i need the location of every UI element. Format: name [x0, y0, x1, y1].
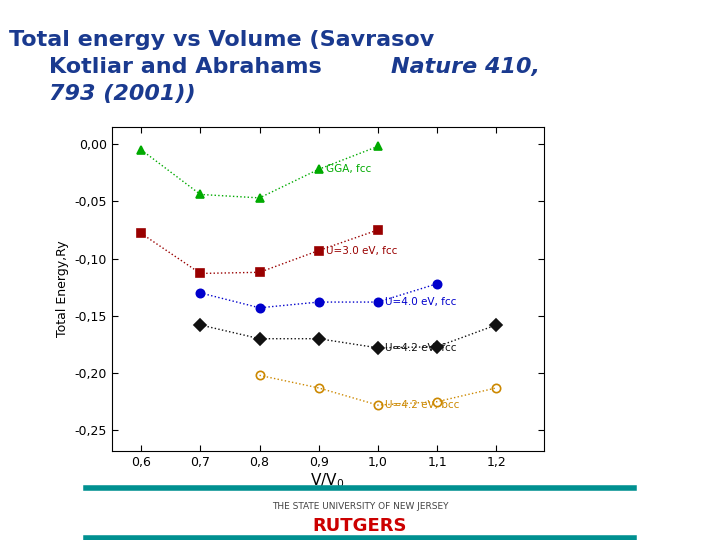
- Text: U=4.2 eV, fcc: U=4.2 eV, fcc: [385, 343, 456, 353]
- X-axis label: V/V$_0$: V/V$_0$: [310, 471, 345, 490]
- Text: U=4.2 eV, bcc: U=4.2 eV, bcc: [385, 400, 459, 410]
- Text: U=4.0 eV, fcc: U=4.0 eV, fcc: [385, 297, 456, 307]
- Text: Total energy vs Volume (Savrasov: Total energy vs Volume (Savrasov: [9, 30, 435, 50]
- Text: Nature 410,: Nature 410,: [391, 57, 540, 77]
- Text: U=3.0 eV, fcc: U=3.0 eV, fcc: [325, 246, 397, 255]
- Text: GGA, fcc: GGA, fcc: [325, 164, 371, 174]
- Text: THE STATE UNIVERSITY OF NEW JERSEY: THE STATE UNIVERSITY OF NEW JERSEY: [271, 502, 449, 511]
- Text: 793 (2001)): 793 (2001)): [49, 84, 196, 104]
- Y-axis label: Total Energy,Ry: Total Energy,Ry: [55, 241, 68, 337]
- Text: Kotliar and Abrahams: Kotliar and Abrahams: [49, 57, 330, 77]
- Text: RUTGERS: RUTGERS: [312, 517, 408, 535]
